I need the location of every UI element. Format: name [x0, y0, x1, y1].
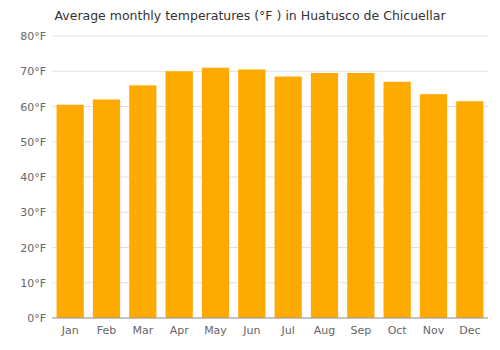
- y-tick-label: 50°F: [20, 136, 46, 149]
- title: Average monthly temperatures (°F ) in Hu…: [54, 8, 446, 23]
- bar: [420, 94, 447, 318]
- x-tick-label: Jan: [61, 324, 79, 337]
- bar: [238, 69, 265, 318]
- bar: [275, 77, 302, 318]
- bar: [57, 105, 84, 318]
- y-tick-label: 0°F: [27, 312, 46, 325]
- x-tick-label: Jul: [281, 324, 295, 337]
- y-tick-label: 10°F: [20, 277, 46, 290]
- y-tick-label: 60°F: [20, 101, 46, 114]
- grid-line: [52, 71, 488, 72]
- y-axis: 0°F 10°F 20°F 30°F 40°F 50°F 60°F 70°F 80°F: [20, 30, 46, 325]
- bar: [384, 82, 411, 318]
- bars: [57, 68, 484, 318]
- x-tick-label: Sep: [350, 324, 371, 337]
- bar: [311, 73, 338, 318]
- x-tick-label: Jun: [242, 324, 260, 337]
- chart: Average monthly temperatures (°F ) in Hu…: [0, 0, 500, 350]
- bar: [347, 73, 374, 318]
- x-tick-label: Dec: [459, 324, 480, 337]
- grid: [52, 36, 488, 318]
- y-tick-label: 80°F: [20, 30, 46, 43]
- x-tick-label: Mar: [132, 324, 153, 337]
- bar: [456, 101, 483, 318]
- y-tick-label: 40°F: [20, 171, 46, 184]
- bar: [202, 68, 229, 318]
- x-axis: Jan Feb Mar Apr May Jun Jul Aug Sep Oct Nov Dec: [52, 318, 488, 337]
- bar: [93, 99, 120, 318]
- y-tick-label: 70°F: [20, 65, 46, 78]
- x-axis-line: [52, 318, 488, 319]
- grid-line: [52, 36, 488, 37]
- y-tick-label: 20°F: [20, 242, 46, 255]
- x-tick-label: May: [204, 324, 227, 337]
- bar: [166, 71, 193, 318]
- x-tick-label: Aug: [314, 324, 335, 337]
- x-tick-label: Oct: [388, 324, 408, 337]
- grid-line: [52, 318, 488, 319]
- x-tick-label: Nov: [423, 324, 445, 337]
- y-tick-label: 30°F: [20, 206, 46, 219]
- x-tick-label: Feb: [97, 324, 116, 337]
- x-tick-label: Apr: [170, 324, 190, 337]
- bar: [129, 85, 156, 318]
- chart-container: Average monthly temperatures (°F ) in Hu…: [0, 0, 500, 350]
